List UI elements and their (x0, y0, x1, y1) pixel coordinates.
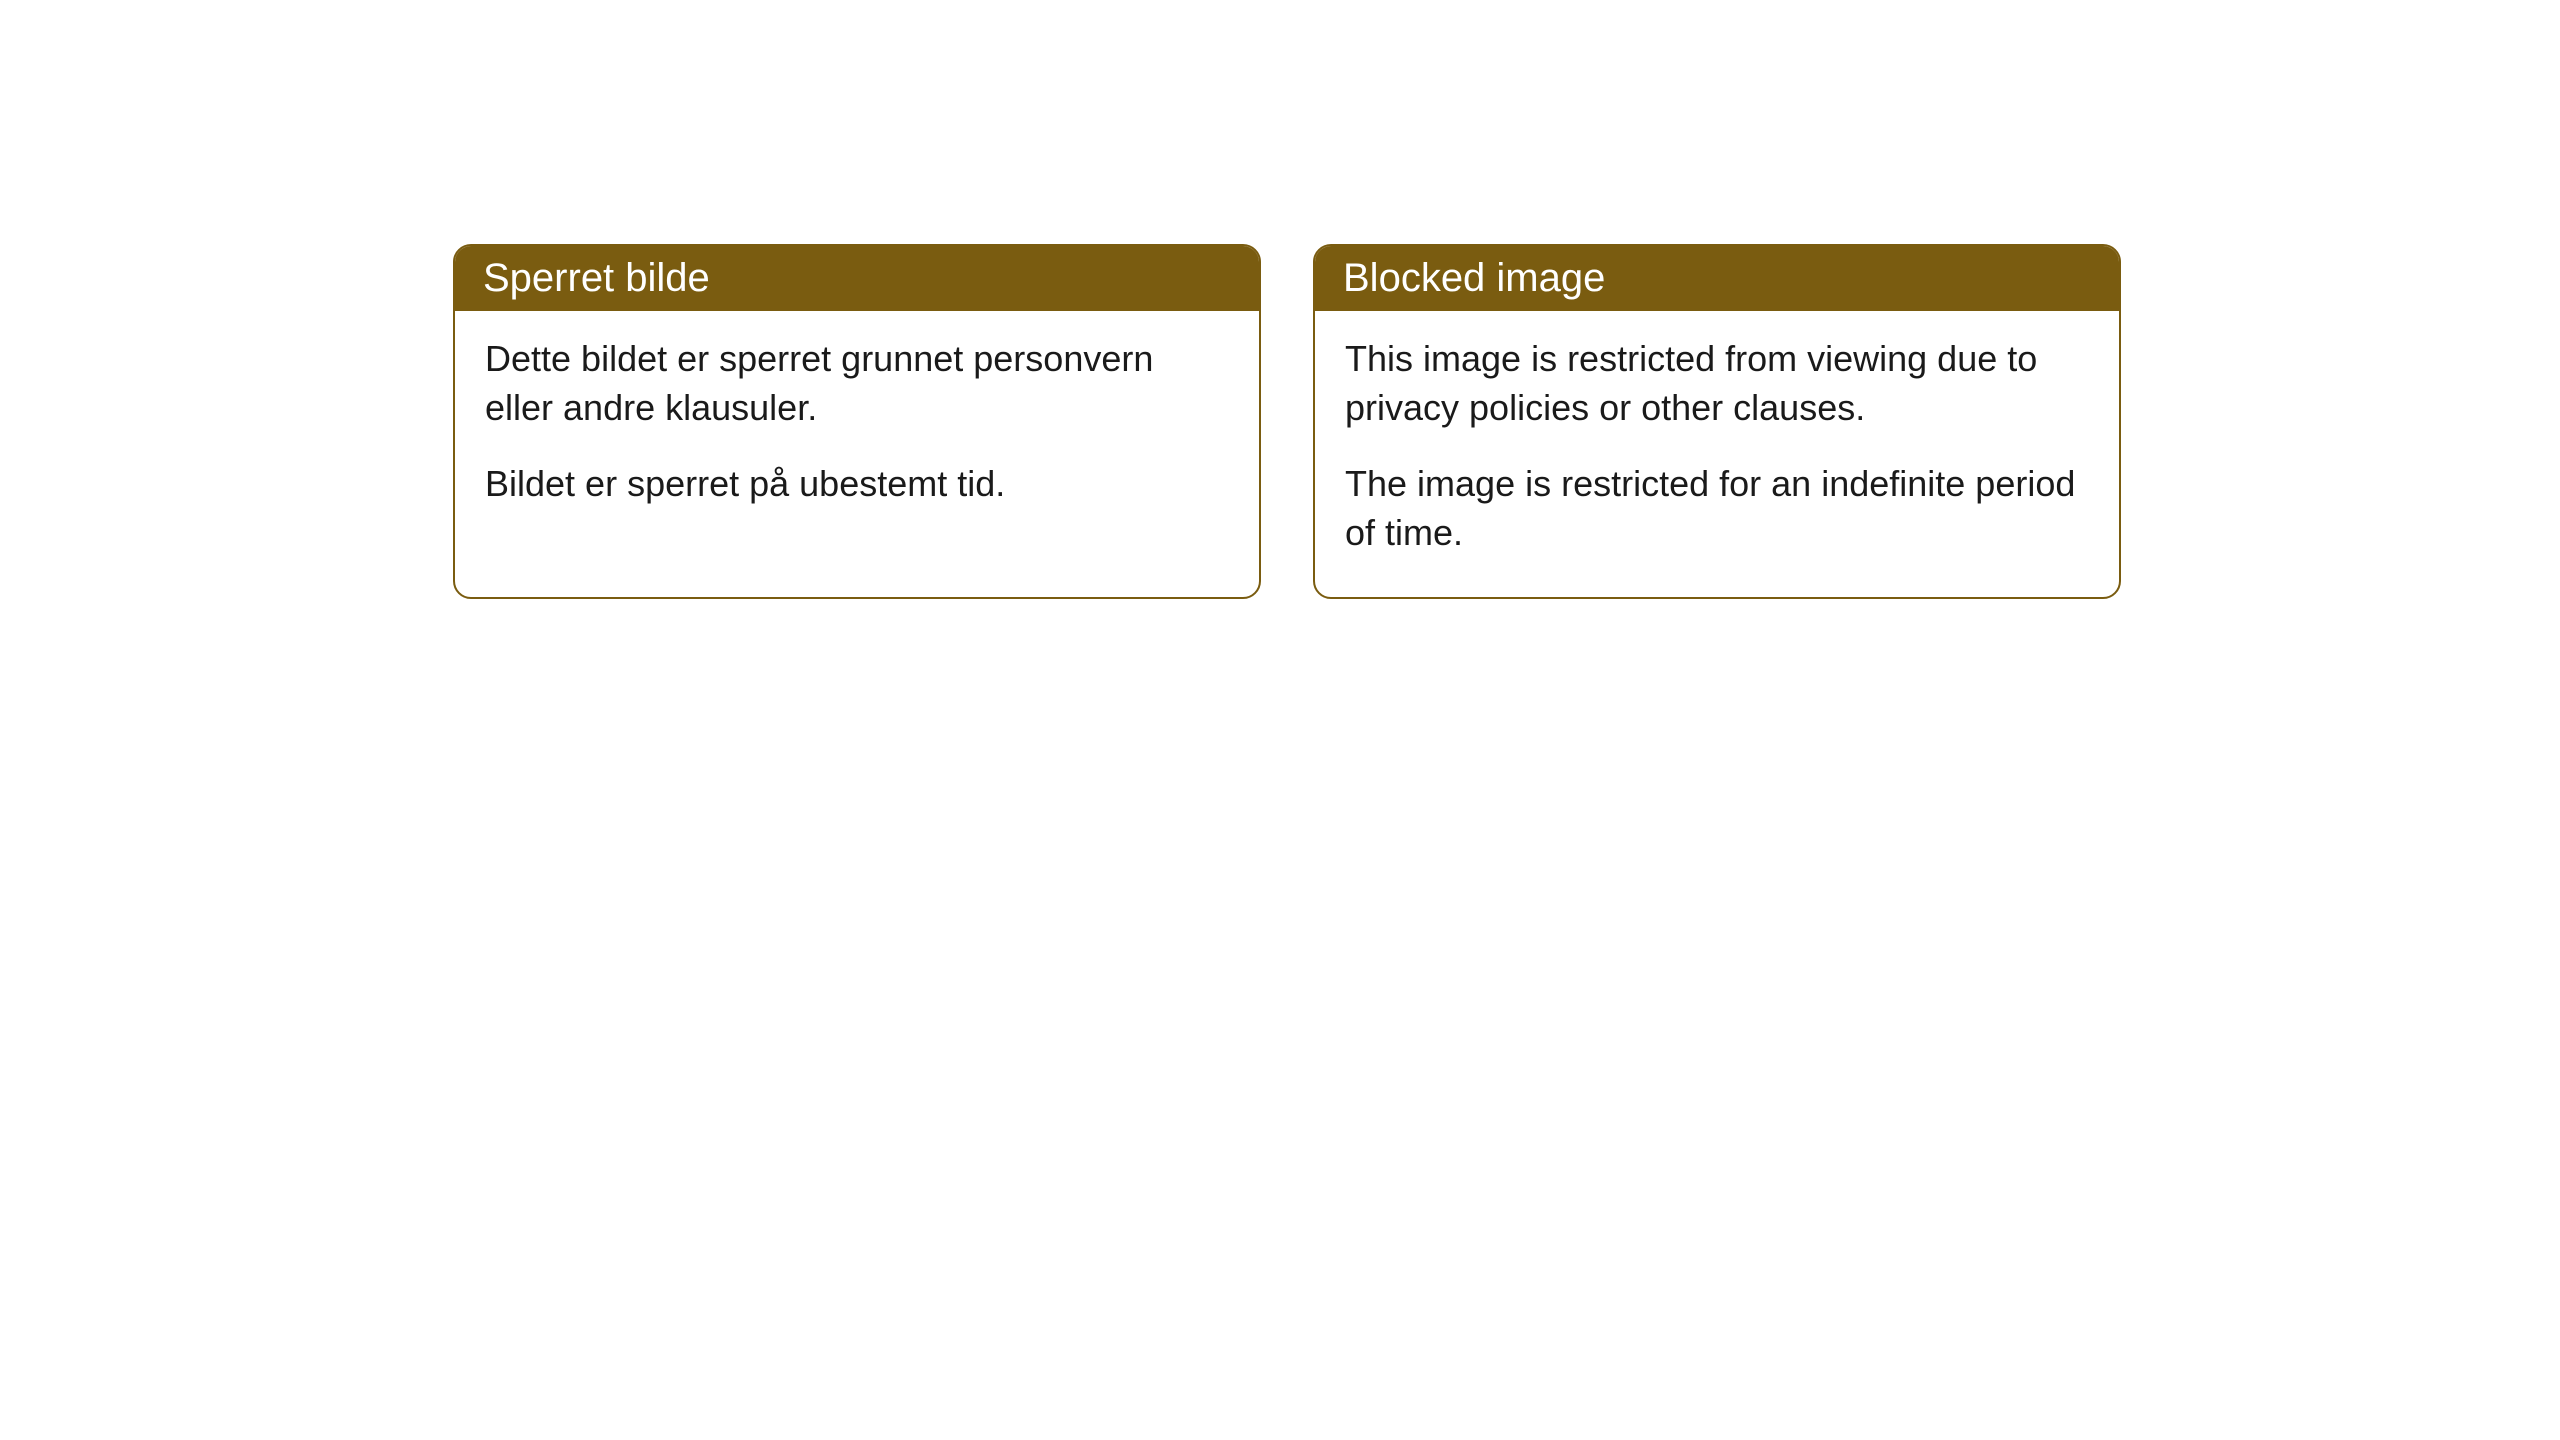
card-body: This image is restricted from viewing du… (1315, 311, 2119, 597)
blocked-image-card-norwegian: Sperret bilde Dette bildet er sperret gr… (453, 244, 1261, 599)
card-body: Dette bildet er sperret grunnet personve… (455, 311, 1259, 549)
blocked-image-card-english: Blocked image This image is restricted f… (1313, 244, 2121, 599)
card-header: Blocked image (1315, 246, 2119, 311)
notice-text-line-2: Bildet er sperret på ubestemt tid. (485, 460, 1229, 509)
notice-text-line-2: The image is restricted for an indefinit… (1345, 460, 2089, 557)
notice-cards-container: Sperret bilde Dette bildet er sperret gr… (453, 244, 2560, 599)
notice-text-line-1: This image is restricted from viewing du… (1345, 335, 2089, 432)
card-title: Sperret bilde (483, 256, 710, 300)
notice-text-line-1: Dette bildet er sperret grunnet personve… (485, 335, 1229, 432)
card-title: Blocked image (1343, 256, 1605, 300)
card-header: Sperret bilde (455, 246, 1259, 311)
